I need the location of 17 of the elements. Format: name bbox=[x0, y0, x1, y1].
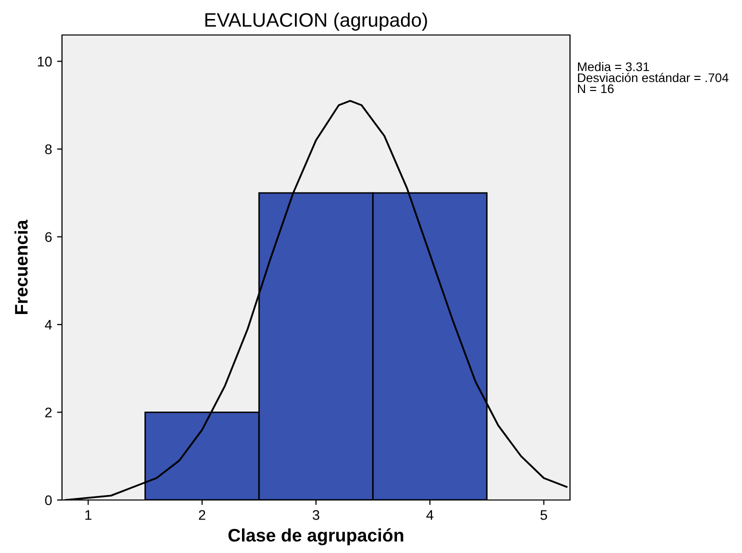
y-tick-label: 6 bbox=[45, 232, 52, 242]
x-tick-label: 5 bbox=[540, 510, 548, 520]
text: Media = 3.31 bbox=[578, 62, 650, 72]
x-tick-label: 2 bbox=[198, 510, 206, 520]
x-tick-label: 1 bbox=[85, 510, 92, 520]
y-tick-label: 4 bbox=[44, 320, 52, 330]
y-tick-label: 2 bbox=[45, 408, 52, 418]
y-tick-label: 10 bbox=[38, 56, 52, 66]
chart-title: EVALUACION (agrupado) bbox=[205, 12, 428, 31]
y-tick-label: 0 bbox=[45, 495, 52, 506]
y-tick-label: 8 bbox=[45, 144, 52, 154]
x-tick-label: 4 bbox=[426, 510, 434, 520]
text: Desviación estándar = .704 bbox=[578, 72, 728, 82]
y-axis-title: Frecuencia bbox=[14, 220, 28, 314]
x-tick-label: 3 bbox=[312, 510, 320, 520]
text: N = 16 bbox=[578, 84, 614, 94]
x-axis-title: Clase de agrupación bbox=[228, 528, 404, 546]
